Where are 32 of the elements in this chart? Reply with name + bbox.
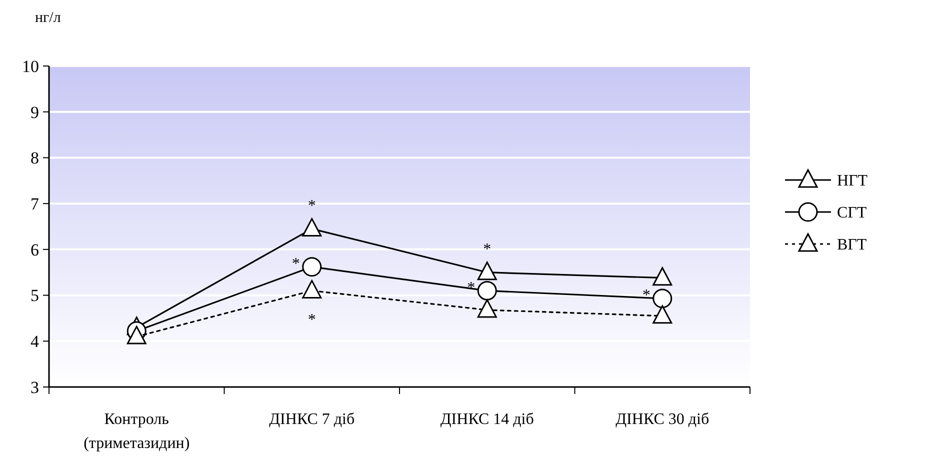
point	[477, 262, 497, 280]
annotation: *	[467, 279, 476, 296]
x-tick-label: ДІНКС 30 діб	[616, 411, 710, 428]
y-tick-label: 6	[30, 240, 39, 260]
point	[302, 280, 322, 298]
point	[652, 267, 672, 286]
point	[477, 280, 497, 300]
y-tick-label: 8	[30, 148, 39, 168]
y-tick-label: 7	[30, 194, 40, 214]
x-tick-label: ДІНКС 7 діб	[269, 411, 355, 428]
legend-label: ВГТ	[837, 236, 867, 254]
point	[477, 299, 497, 318]
y-tick-label: 10	[22, 56, 39, 76]
y-axis-title: нг/л	[35, 10, 62, 26]
y-tick-label: 9	[30, 102, 39, 122]
point	[126, 326, 146, 344]
annotation: *	[292, 255, 300, 272]
x-tick-label: ДІНКС 14 діб	[440, 411, 534, 428]
annotation: *	[642, 287, 650, 304]
annotation: *	[308, 197, 316, 214]
legend-label: НГТ	[837, 172, 868, 190]
y-tick-label: 3	[30, 378, 39, 397]
point	[302, 257, 322, 277]
y-tick-label: 5	[30, 286, 39, 306]
point	[302, 218, 322, 237]
x-tick-label: Контроль (триметазидин)	[84, 411, 190, 452]
point	[652, 305, 672, 324]
annotation: *	[308, 311, 316, 328]
legend-label: СГТ	[837, 204, 867, 222]
y-tick-label: 4	[30, 332, 40, 352]
annotation: *	[483, 240, 492, 258]
point	[652, 288, 672, 308]
